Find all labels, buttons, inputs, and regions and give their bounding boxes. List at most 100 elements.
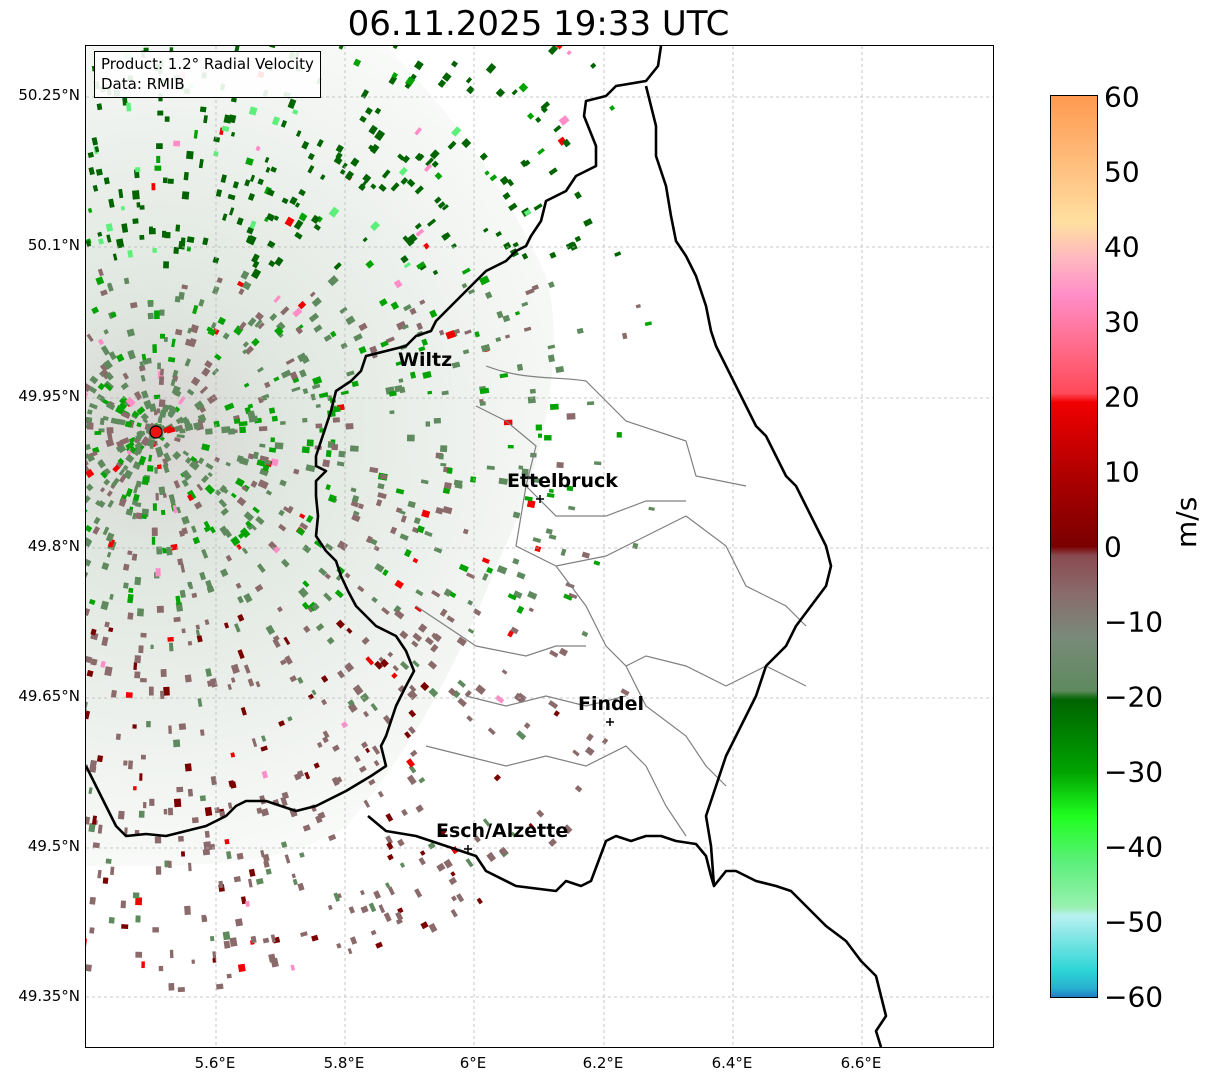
radar-echo-cell	[548, 838, 557, 847]
radar-echo-cell	[214, 807, 220, 814]
radar-site-marker[interactable]	[149, 425, 163, 439]
radar-echo-cell	[465, 76, 473, 84]
radar-echo-cell	[86, 468, 95, 479]
radar-echo-cell	[406, 178, 416, 188]
radar-echo-cell	[227, 193, 236, 201]
radar-echo-cell	[198, 298, 205, 307]
colorbar-tick-label: 60	[1104, 80, 1140, 114]
radar-map-canvas	[86, 46, 993, 1047]
radar-echo-cell	[86, 464, 90, 473]
radar-echo-cell	[280, 558, 290, 568]
radar-echo-cell	[485, 63, 497, 74]
radar-echo-cell	[258, 426, 268, 432]
radar-map[interactable]: Wiltz Ettelbruck Findel Esch/Alzette	[85, 45, 994, 1048]
radar-echo-cell	[186, 489, 197, 501]
radar-echo-cell	[132, 493, 140, 502]
radar-echo-cell	[247, 192, 255, 201]
radar-echo-cell	[438, 329, 445, 336]
radar-echo-cell	[374, 660, 383, 670]
radar-echo-cell	[563, 593, 573, 601]
radar-echo-cell	[593, 461, 602, 466]
radar-echo-cell	[344, 662, 355, 673]
radar-echo-cell	[115, 404, 125, 415]
radar-echo-cell	[346, 627, 353, 634]
radar-echo-cell	[119, 395, 128, 405]
radar-echo-cell	[365, 107, 373, 115]
radar-echo-cell	[261, 393, 270, 400]
radar-echo-cell	[167, 636, 174, 642]
radar-echo-cell	[548, 534, 557, 540]
radar-echo-cell	[238, 421, 248, 427]
radar-echo-cell	[135, 897, 143, 906]
radar-echo-cell	[566, 485, 574, 492]
radar-echo-cell	[518, 465, 524, 470]
radar-echo-cell	[381, 169, 391, 179]
radar-echo-cell	[385, 882, 391, 889]
radar-echo-cell	[115, 440, 124, 448]
radar-echo-cell	[144, 401, 151, 410]
radar-echo-cell	[89, 927, 95, 934]
radar-echo-cell	[527, 396, 536, 404]
radar-echo-cell	[377, 790, 384, 798]
radar-echo-cell	[475, 684, 486, 695]
radar-echo-cell	[225, 554, 233, 562]
radar-echo-cell	[440, 462, 447, 467]
radar-echo-cell	[521, 468, 529, 476]
radar-echo-cell	[206, 586, 215, 594]
radar-echo-cell	[97, 869, 102, 879]
radar-echo-cell	[193, 129, 199, 139]
radar-echo-cell	[395, 488, 405, 495]
radar-echo-cell	[468, 288, 476, 295]
radar-echo-cell	[417, 623, 428, 633]
radar-echo-cell	[536, 809, 545, 818]
radar-echo-cell	[549, 649, 559, 658]
radar-echo-cell	[102, 877, 109, 884]
radar-echo-cell	[236, 544, 242, 550]
radar-echo-cell	[313, 324, 323, 333]
radar-echo-cell	[105, 532, 115, 543]
radar-echo-cell	[332, 417, 341, 423]
radar-echo-cell	[422, 371, 432, 379]
radar-echo-cell	[441, 204, 449, 211]
radar-echo-cell	[106, 490, 113, 497]
radar-echo-cell	[502, 314, 511, 323]
radar-echo-cell	[174, 328, 183, 336]
radar-echo-cell	[187, 788, 194, 797]
radar-echo-cell	[391, 72, 398, 79]
radar-echo-cell	[168, 642, 174, 652]
radar-echo-cell	[278, 720, 286, 727]
radar-echo-cell	[415, 804, 424, 813]
radar-echo-cell	[428, 923, 438, 933]
radar-echo-cell	[265, 624, 276, 636]
radar-echo-cell	[140, 390, 149, 399]
radar-echo-cell	[125, 508, 134, 516]
radar-echo-cell	[125, 396, 136, 408]
radar-echo-cell	[486, 567, 494, 574]
radar-echo-cell	[369, 143, 380, 154]
radar-echo-cell	[318, 392, 329, 399]
radar-echo-cell	[457, 697, 467, 708]
y-tick-label: 49.8°N	[27, 537, 80, 555]
radar-echo-cell	[86, 424, 89, 429]
radar-echo-cell	[419, 850, 426, 856]
radar-echo-cell	[163, 808, 168, 815]
radar-echo-cell	[254, 311, 264, 321]
radar-echo-cell	[495, 694, 505, 704]
radar-echo-cell	[176, 434, 185, 439]
radar-echo-cell	[363, 799, 371, 808]
radar-echo-cell	[230, 131, 236, 137]
radar-echo-cell	[540, 106, 548, 114]
radar-echo-cell	[172, 450, 182, 461]
radar-echo-cell	[212, 958, 217, 963]
radar-echo-cell	[105, 371, 114, 381]
radar-echo-cell	[157, 110, 164, 116]
radar-echo-cell	[199, 385, 209, 395]
radar-echo-cell	[287, 716, 293, 722]
radar-echo-cell	[255, 516, 265, 526]
radar-echo-cell	[325, 450, 332, 458]
radar-echo-cell	[159, 309, 165, 316]
velocity-colorbar	[1050, 95, 1098, 998]
radar-echo-cell	[89, 765, 97, 773]
x-tick-label: 5.6°E	[194, 1054, 236, 1072]
radar-echo-cell	[95, 499, 102, 506]
